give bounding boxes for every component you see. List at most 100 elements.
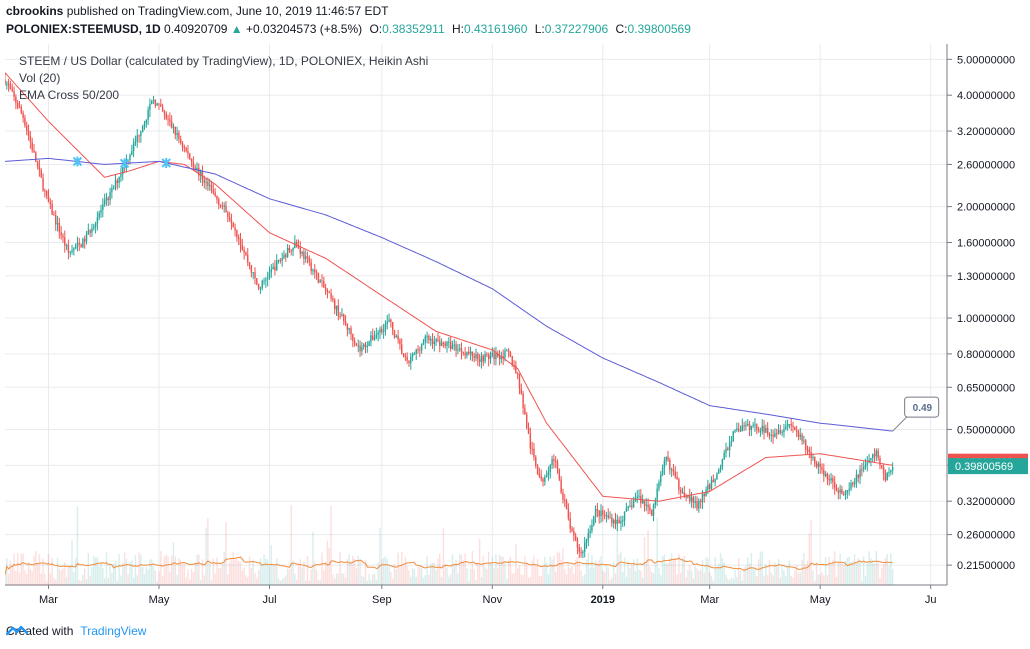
candle-body [42, 177, 44, 191]
candle-body [47, 195, 50, 203]
volume-bar [199, 579, 202, 585]
candle-body [872, 454, 874, 459]
volume-bar [45, 580, 48, 585]
volume-bar [420, 567, 423, 585]
candle-body [511, 355, 513, 366]
y-tick-label: 3.20000000 [957, 126, 1015, 138]
candle-body [328, 292, 330, 294]
volume-bar [236, 558, 238, 585]
volume-bar [495, 554, 497, 585]
candle-body [442, 342, 445, 344]
y-tick-label: 2.00000000 [957, 202, 1015, 214]
candle-body [759, 431, 762, 433]
candle-body [399, 339, 401, 345]
candle-body [692, 497, 695, 503]
volume-bar [413, 568, 416, 585]
candle-body [96, 217, 99, 224]
candle-body [772, 434, 774, 437]
candle-body [891, 467, 894, 471]
candle-body [790, 424, 792, 426]
volume-bar [685, 577, 687, 585]
volume-bar [750, 552, 753, 585]
candle-body [440, 342, 443, 347]
x-tick-label: Ju [925, 594, 937, 606]
candle-body [390, 319, 392, 323]
candle-body [468, 351, 470, 354]
candle-body [886, 472, 888, 481]
volume-bar [234, 559, 236, 585]
candle-body [716, 473, 718, 480]
volume-bar [765, 563, 767, 585]
volume-bar [248, 556, 251, 585]
volume-bar [538, 575, 541, 585]
volume-bar [341, 572, 343, 585]
volume-bar [321, 552, 323, 585]
candle-body [565, 501, 568, 509]
volume-bar [643, 537, 646, 585]
candle-body [683, 492, 686, 497]
volume-bar [554, 571, 557, 585]
candle-body [20, 107, 23, 113]
volume-bar [560, 559, 562, 585]
candle-body [757, 429, 760, 432]
volume-bar [111, 572, 113, 585]
volume-bar [397, 552, 399, 585]
volume-bar [457, 572, 459, 585]
volume-bar [757, 559, 760, 585]
volume-bar [158, 571, 160, 585]
candle-body [190, 158, 193, 163]
candle-body [650, 510, 653, 516]
volume-bar [58, 569, 61, 585]
volume-bar [475, 580, 477, 585]
volume-bar [227, 574, 229, 585]
volume-bar [406, 566, 408, 585]
candle-body [839, 489, 841, 493]
volume-legend[interactable]: Vol (20) [19, 71, 61, 85]
volume-bar [332, 574, 334, 585]
candle-body [710, 479, 713, 489]
volume-bar [890, 553, 892, 585]
volume-bar [261, 564, 263, 585]
volume-bar [38, 554, 41, 585]
y-tick-label: 0.26000000 [957, 530, 1015, 542]
candle-body [777, 430, 780, 434]
volume-bar [294, 573, 296, 585]
candle-body [397, 335, 399, 340]
volume-bar [504, 561, 506, 585]
volume-bar [147, 569, 149, 585]
volume-bar [225, 521, 227, 585]
volume-bar [525, 563, 528, 585]
volume-bar [167, 556, 169, 585]
volume-bar [660, 575, 662, 585]
volume-bar [804, 564, 807, 585]
candle-body [600, 510, 602, 517]
volume-bar [359, 559, 361, 585]
candle-body [314, 269, 316, 273]
ema-cross-marker [119, 158, 130, 169]
chart-area[interactable]: 5.00000000 4.00000000 3.20000000 2.60000000… [5, 44, 1028, 606]
volume-bar [558, 552, 561, 585]
candle-body [225, 205, 227, 213]
candle-body [855, 474, 858, 482]
price-chart[interactable]: 5.00000000 4.00000000 3.20000000 2.60000000… [5, 44, 1029, 614]
author-name[interactable]: cbrookins [6, 4, 64, 18]
volume-bar [679, 572, 682, 585]
volume-bar [844, 560, 847, 585]
candle-body [295, 241, 298, 247]
volume-bar [650, 571, 653, 585]
volume-bar [27, 561, 30, 585]
candle-body [283, 254, 285, 259]
volume-bar [882, 564, 885, 585]
volume-bar [665, 563, 667, 585]
candle-body [205, 181, 207, 183]
candle-body [803, 440, 805, 442]
volume-bar [393, 564, 396, 585]
tradingview-logo[interactable]: TradingView [6, 624, 146, 638]
high-label: H: [451, 22, 464, 36]
volume-bar [777, 559, 780, 585]
candle-body [853, 481, 856, 485]
ema-legend[interactable]: EMA Cross 50/200 [19, 88, 120, 102]
up-arrow-icon: ▲ [230, 22, 243, 36]
candle-body [875, 450, 878, 457]
candle-body [261, 280, 263, 289]
